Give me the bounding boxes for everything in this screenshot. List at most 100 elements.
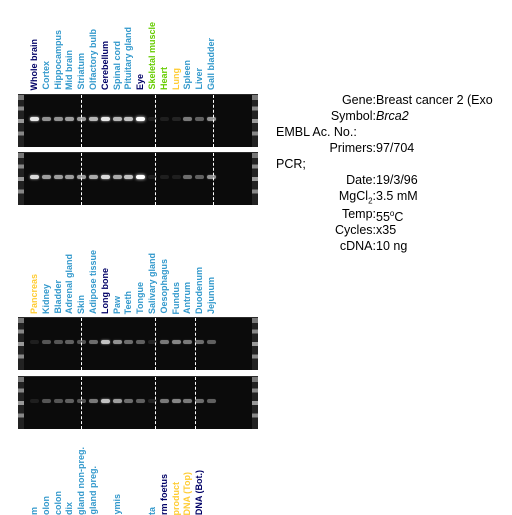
panel1-lane-label: Olfactory bulb	[88, 29, 99, 90]
primers-value: 97/704	[376, 140, 414, 156]
pcr-band	[77, 117, 86, 121]
panel1-lane-label: Hippocampus	[53, 30, 64, 90]
panel2-lane-label: Kidney	[41, 284, 52, 314]
pcr-band	[30, 399, 39, 403]
primers-label: Primers:	[329, 140, 376, 156]
pcr-band	[148, 399, 157, 403]
pcr-band	[207, 340, 216, 344]
pcr-band	[30, 117, 39, 121]
pcr-band	[195, 340, 204, 344]
panel3-lane-label: gland non-preg.	[76, 447, 87, 515]
panel3-lane-label: DNA (Bot.)	[194, 470, 205, 515]
pcr-band	[183, 175, 192, 179]
panel2-lane-label: Oesophagus	[159, 259, 170, 314]
pcr-band	[172, 340, 181, 344]
lane-divider	[213, 153, 214, 205]
panel2-lane-label: Salivary gland	[147, 253, 158, 314]
ladder-lane	[18, 153, 24, 205]
cycles-label: Cycles:	[335, 222, 376, 238]
panel1-lane-label: Cerebellum	[100, 41, 111, 90]
pcr-band	[77, 399, 86, 403]
lane-divider	[213, 95, 214, 147]
lane-divider	[81, 377, 82, 429]
pcr-band	[54, 117, 63, 121]
panel2-lane-label: Duodenum	[194, 267, 205, 314]
panel3-lane-label: gland preg.	[88, 466, 99, 515]
ladder-lane	[252, 95, 258, 147]
pcr-band	[172, 117, 181, 121]
pcr-band	[160, 399, 169, 403]
panel2-gel-top	[18, 317, 258, 370]
panel3-lane-label: product	[171, 482, 182, 515]
pcr-band	[183, 340, 192, 344]
panel1-gel-top	[18, 94, 258, 147]
panel1-lane-label: Liver	[194, 68, 205, 90]
pcr-band	[148, 340, 157, 344]
panel2-lane-label: Paw	[112, 296, 123, 314]
pcr-band	[195, 175, 204, 179]
ladder-lane	[252, 153, 258, 205]
panel2-lane-label: Antrum	[182, 282, 193, 314]
pcr-band	[172, 399, 181, 403]
ladder-lane	[252, 377, 258, 429]
panel2-lane-label: Adipose tissue	[88, 250, 99, 314]
mgcl-value: 3.5 mM	[376, 188, 418, 204]
lane-divider	[155, 318, 156, 370]
ladder-lane	[18, 377, 24, 429]
pcr-band	[65, 175, 74, 179]
panel2-lane-label: Long bone	[100, 268, 111, 314]
lane-divider	[81, 95, 82, 147]
panel2-lane-label: Pancreas	[29, 274, 40, 314]
pcr-band	[89, 399, 98, 403]
pcr-band	[30, 340, 39, 344]
pcr-band	[42, 399, 51, 403]
pcr-band	[42, 175, 51, 179]
panel1-lane-label: Whole brain	[29, 39, 40, 91]
panel1-lane-label: Mid brain	[64, 50, 75, 90]
pcr-band	[160, 340, 169, 344]
panel1-lane-label: Pituitary gland	[123, 27, 134, 90]
pcr-band	[195, 117, 204, 121]
pcr-band	[148, 175, 157, 179]
panel2-lane-label: Skin	[76, 295, 87, 314]
pcr-band	[54, 340, 63, 344]
pcr-band	[77, 340, 86, 344]
panel1-lane-label: Heart	[159, 67, 170, 90]
pcr-band	[136, 399, 145, 403]
pcr-band	[195, 399, 204, 403]
panel2-gel-bottom	[18, 376, 258, 429]
symbol-value: Brca2	[376, 108, 409, 124]
panel3-lane-label: colon	[53, 491, 64, 515]
pcr-band	[113, 399, 122, 403]
panel1-lane-label: Striatum	[76, 53, 87, 90]
panel1-lane-label: Spinal cord	[112, 41, 123, 90]
pcr-band	[42, 117, 51, 121]
symbol-label: Symbol:	[331, 108, 376, 124]
panel2-lane-label: Fundus	[171, 282, 182, 315]
ladder-lane	[18, 318, 24, 370]
panel1-lane-label: Spleen	[182, 60, 193, 90]
panel1-lane-label: Lung	[171, 68, 182, 90]
pcr-band	[30, 175, 39, 179]
pcr-band	[89, 117, 98, 121]
pcr-band	[136, 117, 145, 121]
date-label: Date:	[346, 172, 376, 188]
pcr-band	[42, 340, 51, 344]
pcr-label: PCR;	[276, 156, 306, 172]
lane-divider	[195, 377, 196, 429]
panel1-gel-bottom	[18, 152, 258, 205]
pcr-band	[54, 399, 63, 403]
pcr-band	[65, 399, 74, 403]
panel3-lane-label: m	[29, 507, 40, 515]
pcr-band	[113, 117, 122, 121]
pcr-band	[124, 175, 133, 179]
panel3-lane-label: dix	[64, 502, 75, 515]
ladder-lane	[252, 318, 258, 370]
panel1-lane-label: Gall bladder	[206, 38, 217, 90]
panel2-lane-label: Teeth	[123, 291, 134, 314]
pcr-band	[65, 117, 74, 121]
pcr-band	[183, 117, 192, 121]
panel3-lane-label: rm foetus	[159, 474, 170, 515]
panel3-lane-label: ta	[147, 507, 158, 515]
